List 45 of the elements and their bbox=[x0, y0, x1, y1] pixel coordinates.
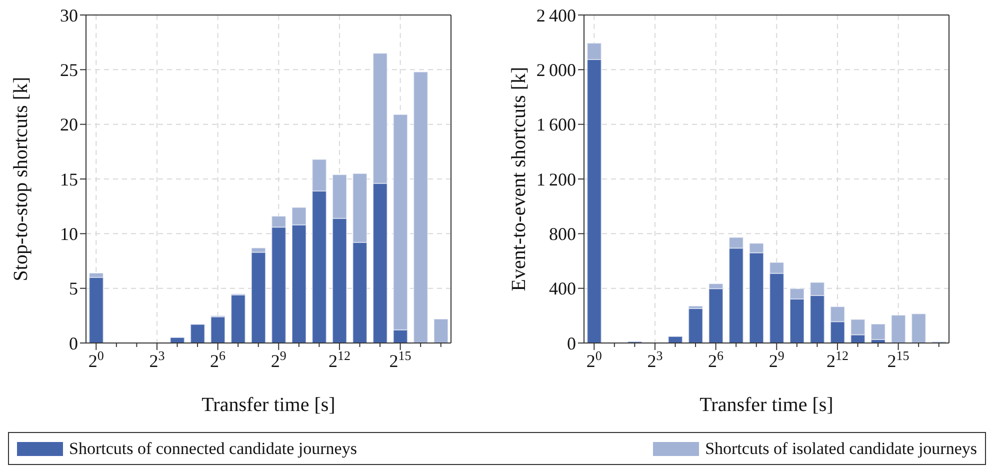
y-tick-label: 0 bbox=[69, 333, 78, 354]
x-tick-label: 2$^{15}$ bbox=[887, 348, 910, 371]
x-tick-label: 2$^{3}$ bbox=[149, 348, 165, 371]
bar bbox=[190, 324, 206, 343]
y-tick-label: 400 bbox=[549, 278, 576, 299]
y-tick-label: 0 bbox=[567, 333, 576, 354]
x-tick-label: 2$^{0}$ bbox=[586, 348, 602, 371]
bar bbox=[688, 308, 704, 343]
y-tick-label: 2 000 bbox=[536, 60, 576, 80]
x-tick-label: 2$^{6}$ bbox=[210, 348, 226, 371]
y-tick-label: 1 200 bbox=[536, 169, 576, 190]
y-tick-label: 15 bbox=[60, 169, 78, 190]
bar bbox=[250, 252, 266, 343]
y-tick-label: 2 400 bbox=[536, 5, 576, 26]
bar bbox=[88, 276, 104, 343]
legend-label: Shortcuts of isolated candidate journeys bbox=[705, 438, 977, 458]
x-tick-label: 2$^{12}$ bbox=[328, 348, 350, 371]
bar bbox=[210, 316, 226, 343]
y-tick-label: 30 bbox=[60, 5, 78, 26]
x-axis-title: Transfer time [s] bbox=[700, 394, 834, 416]
x-tick-label: 2$^{12}$ bbox=[826, 348, 848, 371]
y-axis-title: Stop-to-stop shortcuts [k] bbox=[10, 76, 32, 282]
bar bbox=[668, 336, 683, 343]
x-tick-label: 2$^{6}$ bbox=[708, 348, 724, 371]
legend-label: Shortcuts of connected candidate journeys bbox=[69, 438, 357, 458]
y-axis-title: Event-to-event shortcuts [k] bbox=[508, 66, 530, 292]
x-tick-label: 2$^{3}$ bbox=[647, 348, 663, 371]
y-tick-label: 25 bbox=[60, 60, 78, 80]
y-tick-label: 10 bbox=[60, 224, 78, 244]
y-tick-label: 20 bbox=[60, 114, 78, 135]
x-tick-label: 2$^{9}$ bbox=[270, 348, 286, 371]
x-tick-label: 2$^{9}$ bbox=[768, 348, 784, 371]
bar bbox=[890, 314, 906, 343]
bar bbox=[413, 71, 428, 343]
bar bbox=[230, 294, 246, 343]
y-tick-label: 1 600 bbox=[536, 114, 576, 135]
y-tick-label: 5 bbox=[69, 278, 78, 299]
bar bbox=[433, 318, 448, 343]
y-tick-label: 800 bbox=[549, 224, 576, 244]
x-tick-label: 2$^{0}$ bbox=[88, 348, 104, 371]
x-tick-label: 2$^{15}$ bbox=[389, 348, 412, 371]
bar bbox=[911, 313, 926, 343]
bar bbox=[170, 337, 185, 343]
bar bbox=[870, 324, 886, 340]
x-axis-title: Transfer time [s] bbox=[202, 394, 336, 416]
